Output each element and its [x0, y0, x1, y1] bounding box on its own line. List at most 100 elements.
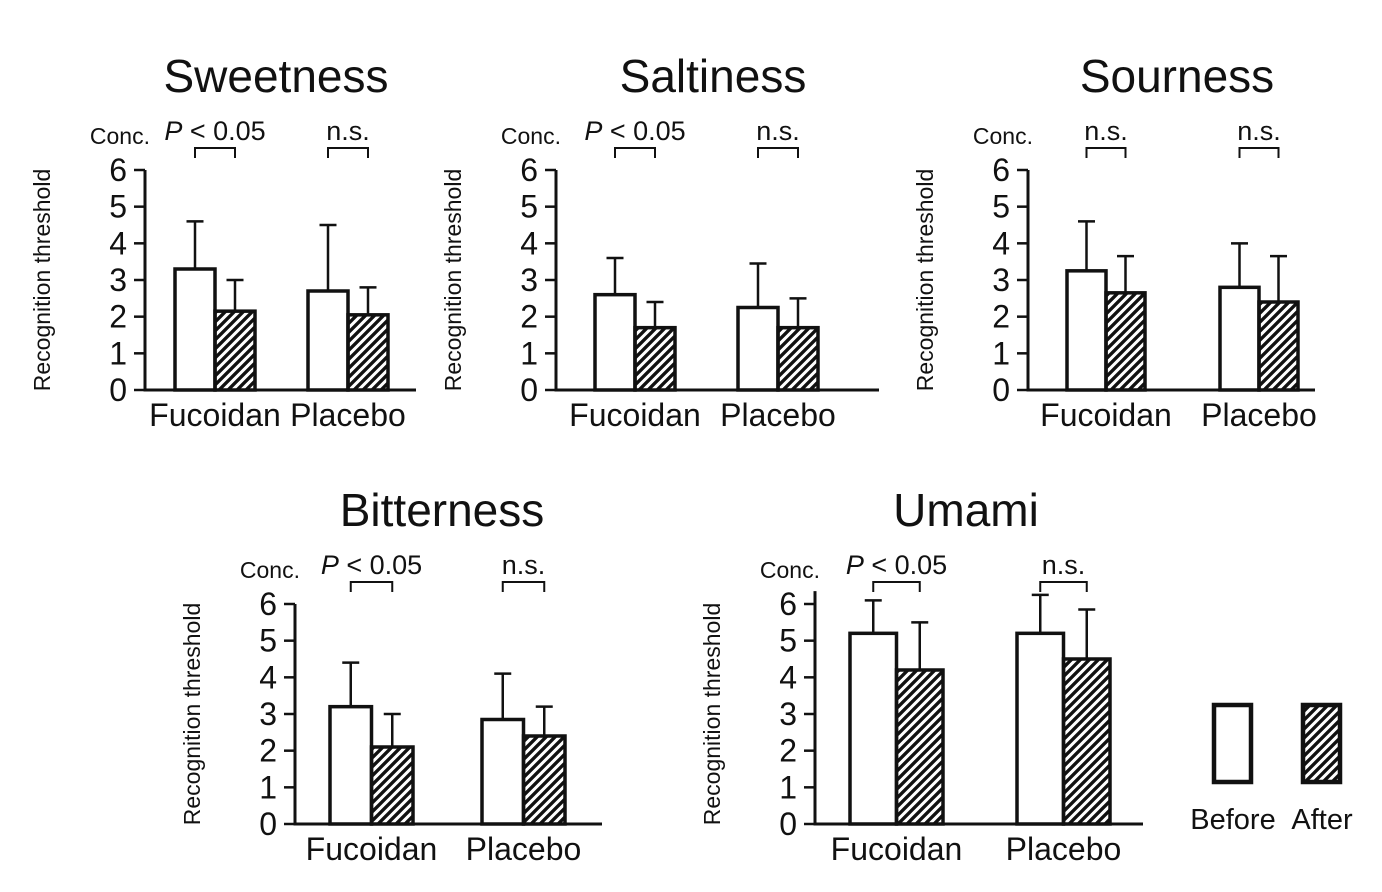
- y-tick-label: 5: [259, 623, 277, 659]
- chart-title: Sourness: [1080, 50, 1274, 102]
- chart-container-sourness: Sourness Conc. Recognition threshold 0 1 2 3 4 5…: [912, 30, 1382, 455]
- chart-container-saltiness: Saltiness Conc. Recognition threshold 0 1 2 3 4…: [440, 30, 911, 455]
- bar-placebo-after: [1061, 657, 1112, 826]
- legend-swatch-after: [1300, 702, 1343, 785]
- significance-bracket: [1085, 147, 1127, 158]
- y-tick-label: 6: [779, 586, 797, 622]
- legend: Before After: [1185, 695, 1382, 860]
- y-tick-label: 4: [259, 659, 277, 695]
- chart-sourness: Sourness Conc. Recognition threshold 012345…: [912, 50, 1317, 433]
- category-label-placebo: Placebo: [720, 397, 836, 433]
- chart-title: Sweetness: [163, 50, 388, 102]
- category-label-placebo: Placebo: [1201, 397, 1317, 433]
- significance-label: P < 0.05: [321, 550, 422, 580]
- y-axis-title: Recognition threshold: [30, 169, 55, 391]
- significance-label: P < 0.05: [164, 116, 265, 146]
- bar-placebo-after: [346, 313, 390, 392]
- y-tick-label: 4: [779, 659, 797, 695]
- significance-bracket: [1039, 581, 1088, 592]
- bar-fucoidan-before: [593, 292, 637, 392]
- conc-label: Conc.: [760, 557, 820, 583]
- bar-fucoidan-after: [1104, 291, 1147, 392]
- chart-sweetness: Sweetness Conc. Recognition threshold 01234…: [29, 50, 416, 433]
- significance-bracket: [349, 581, 394, 592]
- y-tick-label: 4: [520, 225, 538, 261]
- y-tick-label: 5: [992, 189, 1010, 225]
- category-label-placebo: Placebo: [466, 831, 582, 867]
- conc-label: Conc.: [501, 123, 561, 149]
- y-tick-label: 6: [992, 152, 1010, 188]
- bar-placebo-before: [306, 289, 350, 392]
- y-tick-label: 2: [259, 733, 277, 769]
- significance-label: n.s.: [326, 116, 370, 146]
- chart-container-umami: Umami Conc. Recognition threshold 0 1 2 3 4 5 6 Fu…: [699, 464, 1170, 889]
- y-tick-label: 0: [259, 806, 277, 842]
- y-tick-label: 5: [779, 623, 797, 659]
- chart-saltiness: Saltiness Conc. Recognition threshold 01234…: [440, 50, 879, 433]
- significance-bracket: [872, 581, 921, 592]
- conc-label: Conc.: [240, 557, 300, 583]
- y-axis-title: Recognition threshold: [441, 169, 466, 391]
- legend-graphic: Before After: [1190, 702, 1353, 836]
- y-tick-label: 2: [520, 299, 538, 335]
- y-tick-label: 1: [779, 769, 797, 805]
- bar-fucoidan-before: [848, 631, 899, 826]
- chart-title: Umami: [893, 484, 1039, 536]
- significance-bracket: [501, 581, 546, 592]
- y-tick-label: 6: [520, 152, 538, 188]
- y-tick-label: 2: [779, 733, 797, 769]
- bar-fucoidan-before: [173, 267, 217, 392]
- y-tick-label: 6: [109, 152, 127, 188]
- category-label-placebo: Placebo: [1006, 831, 1122, 867]
- y-tick-label: 1: [259, 769, 277, 805]
- y-tick-label: 3: [779, 696, 797, 732]
- bar-fucoidan-before: [1065, 269, 1108, 392]
- chart-bitterness: Bitterness Conc. Recognition threshold 0123…: [179, 484, 602, 867]
- y-tick-label: 1: [992, 335, 1010, 371]
- y-tick-label: 1: [520, 335, 538, 371]
- legend-label-before: Before: [1190, 804, 1275, 836]
- bar-fucoidan-before: [328, 704, 374, 826]
- category-label-fucoidan: Fucoidan: [1040, 397, 1172, 433]
- significance-bracket: [194, 147, 236, 158]
- y-tick-label: 0: [520, 372, 538, 408]
- legend-label-after: After: [1291, 804, 1353, 836]
- y-tick-label: 2: [992, 299, 1010, 335]
- y-tick-label: 4: [992, 225, 1010, 261]
- y-tick-label: 3: [259, 696, 277, 732]
- chart-container-sweetness: Sweetness Conc. Recognition threshold 0 1 2 3 4…: [29, 30, 500, 455]
- significance-label: n.s.: [756, 116, 800, 146]
- y-tick-label: 3: [109, 262, 127, 298]
- category-label-fucoidan: Fucoidan: [306, 831, 438, 867]
- bar-placebo-after: [521, 734, 567, 826]
- bar-fucoidan-after: [369, 745, 415, 826]
- y-tick-label: 0: [779, 806, 797, 842]
- y-axis-title: Recognition threshold: [180, 603, 205, 825]
- significance-bracket: [614, 147, 656, 158]
- significance-label: n.s.: [1084, 116, 1128, 146]
- y-axis-title: Recognition threshold: [913, 169, 938, 391]
- y-tick-label: 6: [259, 586, 277, 622]
- chart-title: Saltiness: [620, 50, 807, 102]
- significance-label: P < 0.05: [584, 116, 685, 146]
- conc-label: Conc.: [90, 123, 150, 149]
- y-tick-label: 0: [992, 372, 1010, 408]
- category-label-fucoidan: Fucoidan: [149, 397, 281, 433]
- y-tick-label: 3: [520, 262, 538, 298]
- chart-container-bitterness: Bitterness Conc. Recognition threshold 0 1 2 3…: [179, 464, 650, 889]
- category-label-placebo: Placebo: [290, 397, 406, 433]
- significance-label: n.s.: [1237, 116, 1281, 146]
- y-tick-label: 1: [109, 335, 127, 371]
- y-tick-label: 4: [109, 225, 127, 261]
- bar-fucoidan-after: [633, 325, 677, 392]
- y-tick-label: 0: [109, 372, 127, 408]
- y-tick-label: 5: [109, 189, 127, 225]
- significance-label: P < 0.05: [846, 550, 947, 580]
- bar-placebo-before: [736, 305, 780, 392]
- bar-placebo-before: [480, 717, 526, 826]
- significance-label: n.s.: [502, 550, 546, 580]
- category-label-fucoidan: Fucoidan: [831, 831, 963, 867]
- conc-label: Conc.: [973, 123, 1033, 149]
